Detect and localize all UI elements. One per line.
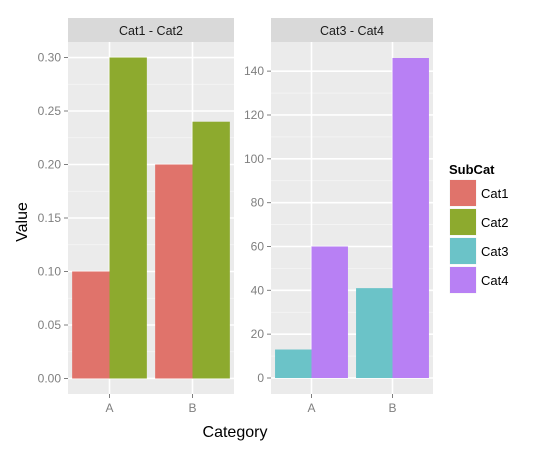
y-axis-title: Value [14, 202, 31, 242]
x-tick-label: A [105, 401, 113, 415]
panel-2: Cat3 - Cat4 0 20 40 60 80 100 120 140 A B [244, 18, 433, 415]
legend-label: Cat1 [481, 186, 508, 201]
y-tick-label: 0.10 [38, 264, 62, 278]
bar-cat3-a [275, 349, 312, 378]
bar-cat4-b [392, 58, 429, 378]
y-tick-label: 0.00 [38, 371, 62, 385]
bar-cat3-b [356, 288, 393, 378]
y-tick-label: 20 [251, 327, 265, 341]
bar-cat4-a [311, 246, 348, 378]
x-tick-label: A [307, 401, 315, 415]
legend-swatch [450, 267, 476, 293]
legend-item-cat3: Cat3 [448, 236, 508, 266]
legend-label: Cat2 [481, 215, 508, 230]
panels-layer: Cat1 - Cat2 0.00 0.05 0.10 0.15 0.20 0.25 0.30 A… [38, 18, 433, 415]
legend: Cat1 Cat2 Cat3 Cat4 [448, 178, 508, 295]
legend-title: SubCat [449, 162, 495, 177]
y-tick-label: 0.15 [38, 211, 62, 225]
legend-swatch [450, 238, 476, 264]
legend-label: Cat4 [481, 273, 508, 288]
x-tick-label: B [188, 401, 196, 415]
panel-1: Cat1 - Cat2 0.00 0.05 0.10 0.15 0.20 0.25 0.30 A… [38, 18, 234, 415]
y-tick-label: 0.30 [38, 51, 62, 65]
bar-cat2-a [109, 57, 147, 379]
legend-label: Cat3 [481, 244, 508, 259]
y-tick-label: 120 [244, 108, 264, 122]
facet-strip [68, 18, 234, 42]
y-tick-label: 80 [251, 196, 265, 210]
facet-strip-label: Cat1 - Cat2 [119, 24, 183, 38]
bar-cat2-b [192, 121, 230, 379]
y-tick-label: 0.05 [38, 318, 62, 332]
y-tick-label: 0.20 [38, 158, 62, 172]
y-tick-label: 0 [257, 371, 264, 385]
y-tick-label: 60 [251, 239, 265, 253]
facet-strip [271, 18, 433, 42]
bar-cat1-a [72, 271, 110, 379]
legend-swatch [450, 180, 476, 206]
x-axis-title: Category [203, 424, 268, 441]
bar-cat1-b [155, 164, 193, 379]
legend-item-cat1: Cat1 [448, 178, 508, 208]
y-tick-label: 140 [244, 64, 264, 78]
x-tick-label: B [388, 401, 396, 415]
legend-swatch [450, 209, 476, 235]
y-tick-label: 100 [244, 152, 264, 166]
facet-strip-label: Cat3 - Cat4 [320, 24, 384, 38]
legend-item-cat2: Cat2 [448, 207, 508, 237]
legend-item-cat4: Cat4 [448, 265, 508, 295]
y-tick-label: 0.25 [38, 104, 62, 118]
y-tick-label: 40 [251, 283, 265, 297]
